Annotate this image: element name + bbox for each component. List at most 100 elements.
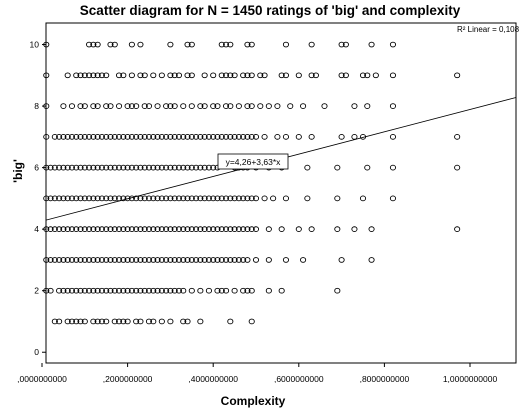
data-point [167,72,174,79]
data-point [214,226,221,233]
data-point [124,103,131,109]
data-point [244,257,251,263]
data-point [115,164,123,171]
data-point [244,195,251,202]
data-point [128,103,135,109]
data-point [222,41,230,48]
data-point [154,164,161,171]
data-point [64,257,71,263]
data-point [145,134,153,140]
data-point [158,257,165,263]
data-point [137,195,144,202]
data-point [120,72,127,79]
data-point [171,72,178,79]
data-point [248,287,255,294]
data-point [154,257,161,263]
data-point [86,41,93,48]
data-point [210,195,217,202]
data-point [188,103,195,109]
data-point [372,72,379,79]
data-point [141,103,148,109]
data-point [145,287,153,294]
data-point [145,164,153,171]
data-point [47,287,54,294]
data-point [389,164,397,171]
data-point [141,195,148,202]
data-point [214,103,221,109]
data-point [64,164,71,171]
data-point [47,195,54,202]
data-point [47,226,54,233]
data-point [77,134,84,140]
data-point [94,164,101,171]
data-point [115,257,123,263]
data-point [188,164,195,171]
data-point [107,164,114,171]
data-point [197,318,204,325]
data-point [90,103,97,109]
data-point [304,195,311,202]
data-point [231,287,238,294]
data-point [389,41,397,48]
data-point [107,226,114,233]
data-point [171,134,178,140]
data-point [98,226,105,233]
data-point [342,72,349,79]
data-point [278,72,285,79]
data-point [158,134,165,140]
data-point [94,287,101,294]
data-point [68,226,76,233]
data-point [137,72,144,79]
data-point [98,195,105,202]
data-point [120,164,127,171]
data-point [201,164,208,171]
data-point [184,257,191,263]
fit-equation-frame [217,153,289,170]
data-point [56,318,63,325]
data-point [389,134,397,140]
data-point [120,195,127,202]
data-point [120,287,127,294]
data-point [128,226,135,233]
data-point [103,318,110,325]
r-squared-label: R² Linear = 0,108 [457,25,520,34]
data-point [133,287,140,294]
data-point [111,318,118,325]
y-tick-label: 8 [34,101,39,111]
data-point [235,103,242,109]
data-point [111,226,118,233]
data-point [218,134,225,140]
data-point [201,103,208,109]
data-point [133,103,140,109]
data-point [107,134,114,140]
data-point [133,164,140,171]
data-point [252,226,260,233]
data-point [90,226,97,233]
y-axis: 0 2 4 6 8 10 [30,40,46,357]
data-point [60,195,67,202]
data-point [188,257,195,263]
data-point [68,287,76,294]
data-point [334,195,341,202]
data-point [64,72,71,79]
data-point [201,134,208,140]
data-point [103,72,110,79]
data-point [265,287,272,294]
data-point [235,134,242,140]
data-point [107,257,114,263]
data-point [111,195,118,202]
data-point [197,287,204,294]
data-point [111,257,118,263]
data-point [227,134,234,140]
data-point [338,41,345,48]
data-point [265,257,272,263]
data-point [180,134,187,140]
data-point [184,226,191,233]
data-point [368,226,375,233]
data-point [77,195,84,202]
data-point [56,287,63,294]
data-point [73,257,80,263]
data-point [175,287,183,294]
data-point [94,195,101,202]
data-point [86,195,93,202]
